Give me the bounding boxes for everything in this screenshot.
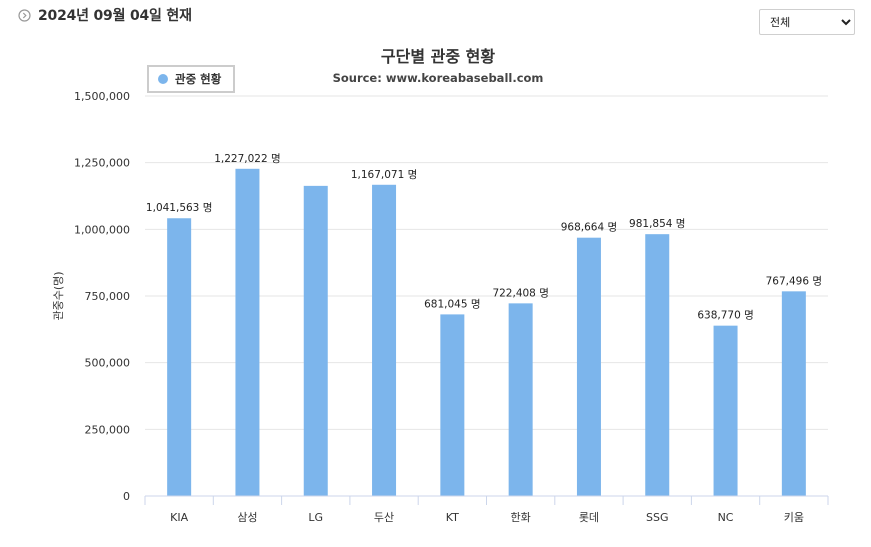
bar[interactable]	[781, 291, 806, 496]
x-tick-label: 키움	[784, 511, 804, 524]
team-filter[interactable]: 전체	[759, 9, 855, 35]
x-tick-label: 롯데	[579, 511, 599, 524]
x-tick-label: KIA	[170, 511, 188, 524]
y-tick-label: 1,250,000	[74, 157, 130, 170]
date-text: 2024년 09월 04일 현재	[38, 8, 192, 24]
y-tick-label: 0	[123, 490, 130, 503]
data-label: 1,227,022 명	[214, 153, 280, 165]
y-axis-label: 관중수(명)	[52, 271, 65, 320]
x-tick-label: NC	[718, 511, 734, 524]
bar[interactable]	[440, 314, 465, 496]
x-tick-label: KT	[446, 511, 459, 524]
data-label: 681,045 명	[424, 298, 480, 310]
x-tick-label: LG	[308, 511, 323, 524]
data-label: 981,854 명	[629, 218, 685, 230]
data-label: 767,496 명	[766, 275, 822, 287]
legend-label[interactable]: 관중 현황	[175, 72, 222, 86]
bar[interactable]	[235, 168, 260, 496]
data-label: 638,770 명	[697, 310, 753, 322]
legend-marker	[158, 74, 168, 84]
data-label: 968,664 명	[561, 222, 617, 234]
data-label: 1,167,071 명	[351, 169, 417, 181]
bar[interactable]	[372, 184, 397, 496]
data-label: 1,041,563 명	[146, 202, 212, 214]
chart-subtitle: Source: www.koreabaseball.com	[333, 71, 544, 85]
data-label: 722,408 명	[492, 287, 548, 299]
x-tick-label: SSG	[646, 511, 669, 524]
team-filter-select[interactable]: 전체	[759, 9, 855, 35]
y-tick-label: 1,500,000	[74, 90, 130, 103]
chart-title: 구단별 관중 현황	[381, 47, 495, 66]
legend[interactable]: 관중 현황	[147, 65, 235, 93]
bar[interactable]	[508, 303, 533, 496]
bar[interactable]	[167, 218, 192, 496]
date-header: 2024년 09월 04일 현재	[18, 5, 192, 25]
bar[interactable]	[645, 234, 670, 496]
chevron-circle-icon	[18, 8, 31, 22]
x-tick-label: 한화	[511, 511, 531, 524]
y-tick-label: 750,000	[85, 290, 131, 303]
y-tick-label: 500,000	[85, 357, 131, 370]
y-tick-label: 250,000	[85, 423, 131, 436]
bar[interactable]	[303, 185, 328, 496]
y-tick-label: 1,000,000	[74, 223, 130, 236]
x-tick-label: 두산	[374, 511, 394, 524]
x-tick-label: 삼성	[237, 511, 257, 524]
bar[interactable]	[576, 237, 601, 496]
bar[interactable]	[713, 325, 738, 496]
